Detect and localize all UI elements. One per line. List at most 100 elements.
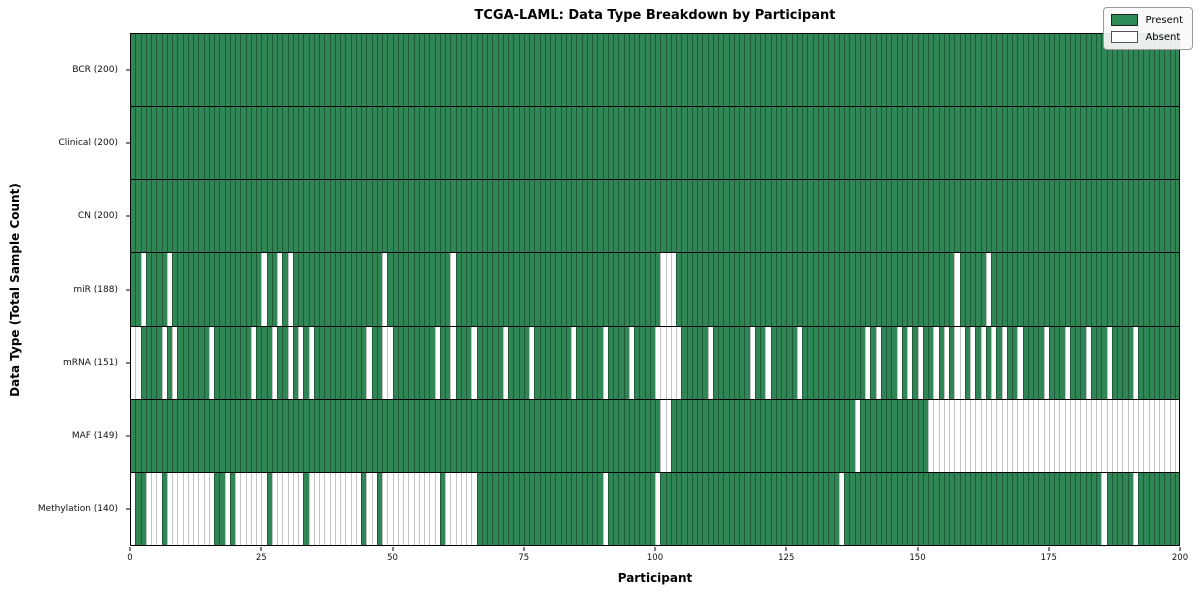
matrix-cell <box>313 253 319 326</box>
matrix-cell <box>298 107 304 180</box>
matrix-cell <box>970 253 976 326</box>
x-axis: 0 25 50 75 100 125 150 175 200 <box>127 546 1188 570</box>
matrix-cell <box>219 34 225 107</box>
matrix-cell <box>975 253 981 326</box>
matrix-cell <box>340 472 346 545</box>
matrix-cell <box>781 253 787 326</box>
matrix-cell <box>319 326 325 399</box>
matrix-cell <box>1022 399 1028 472</box>
matrix-cell <box>949 253 955 326</box>
matrix-cell <box>1174 472 1179 545</box>
matrix-cell <box>1122 107 1128 180</box>
matrix-cell <box>1059 326 1065 399</box>
matrix-cell <box>886 34 892 107</box>
matrix-cell <box>193 326 199 399</box>
matrix-cell <box>182 399 188 472</box>
matrix-cell <box>723 34 729 107</box>
matrix-cell <box>1001 107 1007 180</box>
matrix-cell <box>854 472 860 545</box>
matrix-cell <box>912 107 918 180</box>
matrix-cell <box>161 107 167 180</box>
matrix-cell <box>187 326 193 399</box>
matrix-cell <box>560 107 566 180</box>
matrix-cell <box>849 326 855 399</box>
matrix-cell <box>943 253 949 326</box>
matrix-cell <box>707 107 713 180</box>
matrix-cell <box>733 326 739 399</box>
x-tick-mark <box>654 547 656 551</box>
matrix-cell <box>292 326 298 399</box>
matrix-cell <box>634 180 640 253</box>
matrix-cell <box>466 180 472 253</box>
matrix-cell <box>655 326 661 399</box>
matrix-cell <box>177 472 183 545</box>
matrix-cell <box>985 107 991 180</box>
matrix-cell <box>1153 180 1159 253</box>
matrix-cell <box>1148 253 1154 326</box>
matrix-cell <box>597 34 603 107</box>
matrix-cell <box>980 472 986 545</box>
matrix-cell <box>529 326 535 399</box>
matrix-cell <box>534 399 540 472</box>
matrix-cell <box>576 180 582 253</box>
matrix-cell <box>418 399 424 472</box>
matrix-cell <box>707 253 713 326</box>
matrix-cell <box>387 326 393 399</box>
matrix-cell <box>754 326 760 399</box>
matrix-cell <box>670 253 676 326</box>
matrix-cell <box>172 253 178 326</box>
matrix-cell <box>382 107 388 180</box>
matrix-cell <box>266 472 272 545</box>
matrix-cell <box>1111 107 1117 180</box>
matrix-cell <box>413 107 419 180</box>
matrix-cell <box>1090 326 1096 399</box>
matrix-cell <box>1127 326 1133 399</box>
matrix-cell <box>450 34 456 107</box>
matrix-cell <box>870 326 876 399</box>
matrix-cell <box>744 253 750 326</box>
matrix-cell <box>313 107 319 180</box>
matrix-cell <box>1101 472 1107 545</box>
matrix-cell <box>1132 399 1138 472</box>
matrix-cell <box>560 253 566 326</box>
matrix-cell <box>166 180 172 253</box>
matrix-cell <box>361 399 367 472</box>
matrix-cell <box>639 326 645 399</box>
matrix-cell <box>287 326 293 399</box>
matrix-cell <box>681 326 687 399</box>
matrix-cell <box>345 326 351 399</box>
matrix-cell <box>823 326 829 399</box>
matrix-cell <box>985 326 991 399</box>
matrix-cell <box>718 326 724 399</box>
matrix-cell <box>1022 326 1028 399</box>
matrix-cell <box>723 107 729 180</box>
matrix-cell <box>1090 472 1096 545</box>
matrix-cell <box>529 180 535 253</box>
matrix-cell <box>602 399 608 472</box>
matrix-cell <box>844 107 850 180</box>
matrix-cell <box>991 472 997 545</box>
matrix-cell <box>581 472 587 545</box>
matrix-cell <box>392 253 398 326</box>
matrix-cell <box>198 472 204 545</box>
matrix-cell <box>691 326 697 399</box>
matrix-cell <box>1059 253 1065 326</box>
matrix-cell <box>319 107 325 180</box>
matrix-cell <box>471 34 477 107</box>
matrix-cell <box>791 472 797 545</box>
matrix-cell <box>229 399 235 472</box>
matrix-cell <box>313 472 319 545</box>
matrix-cell <box>586 107 592 180</box>
matrix-cell <box>571 399 577 472</box>
x-tick-mark <box>1179 547 1181 551</box>
matrix-cell <box>628 253 634 326</box>
matrix-cell <box>613 326 619 399</box>
matrix-cell <box>623 472 629 545</box>
present-swatch-icon <box>1111 14 1139 26</box>
matrix-cell <box>550 180 556 253</box>
matrix-cell <box>844 399 850 472</box>
matrix-cell <box>397 472 403 545</box>
matrix-cell <box>539 180 545 253</box>
matrix-cell <box>476 326 482 399</box>
matrix-cell <box>733 34 739 107</box>
